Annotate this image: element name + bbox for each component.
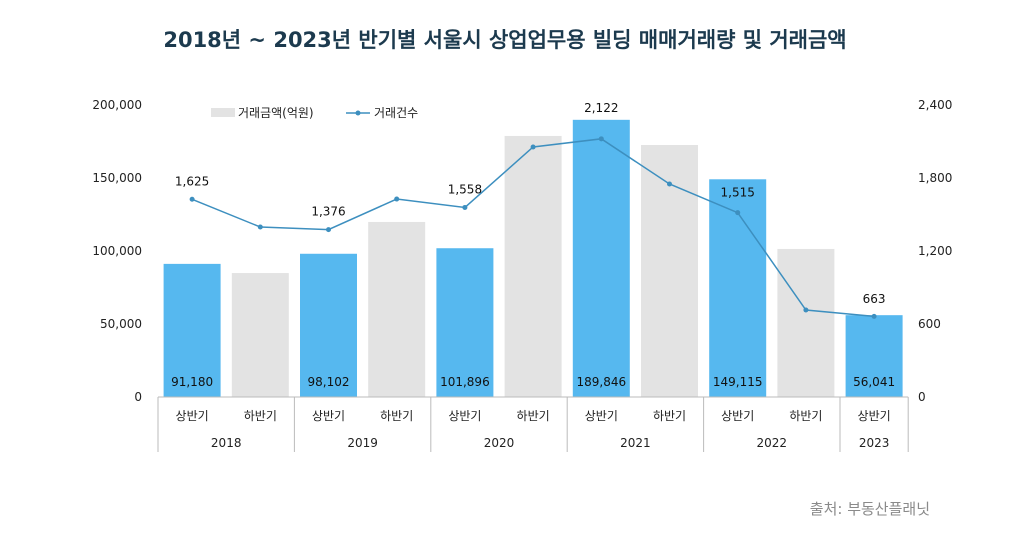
x-tick: 상반기	[312, 409, 345, 423]
bar	[641, 145, 698, 397]
line-label: 2,122	[584, 101, 618, 115]
y-right-tick: 1,800	[918, 171, 952, 185]
group-label: 2021	[620, 436, 651, 450]
bar-label: 101,896	[440, 375, 490, 389]
line-point	[871, 313, 877, 319]
y-left-tick: 0	[134, 390, 142, 404]
bar	[300, 253, 357, 397]
legend-line-label: 거래건수	[374, 106, 418, 120]
line-point	[598, 136, 604, 142]
chart-title: 2018년 ~ 2023년 반기별 서울시 상업업무용 빌딩 매매거래량 및 거…	[163, 28, 847, 52]
y-right-tick: 2,400	[918, 98, 952, 112]
y-left-tick: 100,000	[92, 244, 142, 258]
group-label: 2018	[211, 436, 242, 450]
line-point	[462, 204, 468, 210]
y-right-tick: 600	[918, 317, 941, 331]
bar	[504, 135, 562, 397]
line-label: 1,376	[311, 205, 345, 219]
line-label: 1,558	[448, 182, 482, 196]
y-left-tick: 50,000	[100, 317, 142, 331]
bar-label: 91,180	[171, 375, 213, 389]
bar	[572, 119, 630, 398]
line-point	[530, 144, 536, 150]
line-point	[394, 196, 400, 202]
bar	[368, 221, 426, 397]
x-tick: 상반기	[448, 409, 481, 423]
group-label: 2023	[859, 436, 890, 450]
bar	[436, 248, 494, 397]
bar	[709, 179, 767, 397]
line-label: 1,625	[175, 174, 209, 188]
bar	[163, 263, 221, 397]
bar-label: 149,115	[713, 375, 763, 389]
x-tick: 하반기	[653, 409, 686, 423]
line-point	[667, 181, 672, 187]
line-point	[803, 307, 809, 313]
line-point	[735, 210, 741, 216]
line-point	[326, 227, 331, 233]
x-tick: 상반기	[585, 409, 618, 423]
y-right-tick: 0	[918, 390, 926, 404]
source-note: 출처: 부동산플래닛	[809, 500, 930, 518]
legend-line-marker	[355, 110, 361, 116]
x-tick: 상반기	[721, 409, 754, 423]
x-tick: 하반기	[789, 409, 822, 423]
x-tick: 하반기	[380, 409, 413, 423]
y-left-tick: 200,000	[92, 98, 142, 112]
x-tick: 상반기	[176, 409, 209, 423]
y-right-tick: 1,200	[918, 244, 952, 258]
x-tick: 하반기	[244, 409, 277, 423]
x-tick: 하반기	[517, 409, 550, 423]
y-left-tick: 150,000	[92, 171, 142, 185]
legend-bar-label: 거래금액(억원)	[238, 106, 314, 120]
group-label: 2022	[757, 436, 788, 450]
bar-label: 189,846	[576, 375, 626, 389]
line-point	[189, 196, 195, 202]
bar	[231, 273, 289, 397]
group-label: 2019	[347, 436, 378, 450]
group-label: 2020	[484, 436, 515, 450]
line-point	[257, 224, 263, 230]
bar	[845, 315, 903, 397]
line-label: 663	[863, 292, 886, 306]
x-tick: 상반기	[858, 409, 891, 423]
line-label: 1,515	[721, 186, 755, 200]
bar-label: 98,102	[308, 375, 350, 389]
legend-bar-swatch	[211, 108, 235, 117]
bar-label: 56,041	[853, 375, 895, 389]
bar	[777, 248, 835, 397]
